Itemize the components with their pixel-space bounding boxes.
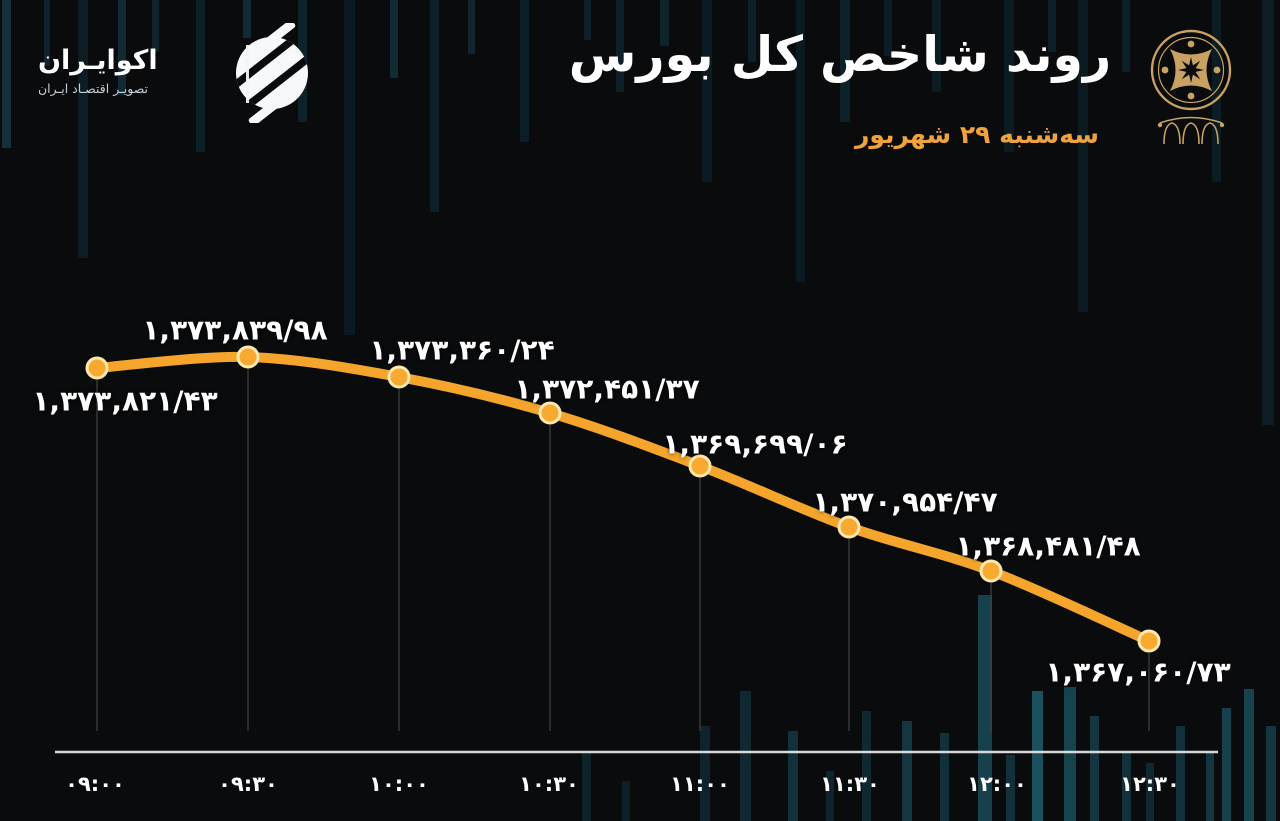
bottom-rising-bars — [582, 595, 1276, 821]
data-point-marker — [538, 401, 562, 425]
x-axis-tick-label: ۱۰:۳۰ — [519, 772, 579, 796]
data-point-marker — [1137, 629, 1161, 653]
brand-text: اکوایـران تصویـر اقتصـاد ایـران — [38, 45, 208, 96]
brand-divider — [246, 45, 249, 103]
data-point-value-label: ۱,۳۷۳,۸۳۹/۹۸ — [142, 313, 328, 347]
x-axis-tick-label: ۱۱:۰۰ — [670, 772, 730, 796]
ecoiran-logo-icon — [226, 23, 316, 123]
data-point-value-label: ۱,۳۷۳,۳۶۰/۲۴ — [369, 333, 555, 367]
x-axis-tick-label: ۱۲:۰۰ — [967, 772, 1027, 796]
droplines — [96, 369, 1150, 731]
data-point-value-label: ۱,۳۶۷,۰۶۰/۷۳ — [1045, 655, 1231, 689]
x-axis-tick-label: ۰۹:۰۰ — [65, 772, 125, 796]
page-subtitle: سه‌شنبه ۲۹ شهریور — [855, 120, 1099, 149]
x-axis-tick-label: ۱۲:۳۰ — [1120, 772, 1180, 796]
x-axis-tick-label: ۰۹:۳۰ — [218, 772, 278, 796]
data-point-value-label: ۱,۳۷۲,۴۵۱/۳۷ — [514, 372, 700, 406]
data-point-value-label: ۱,۳۷۰,۹۵۴/۴۷ — [812, 485, 998, 519]
data-point-value-label: ۱,۳۶۸,۴۸۱/۴۸ — [955, 529, 1141, 563]
brand-tagline: تصویـر اقتصـاد ایـران — [38, 81, 149, 97]
data-point-marker — [387, 365, 411, 389]
data-point-marker — [979, 559, 1003, 583]
data-point-value-label: ۱,۳۶۹,۶۹۹/۰۶ — [662, 427, 848, 461]
data-point-marker — [837, 515, 861, 539]
data-point-marker — [688, 454, 712, 478]
data-point-markers — [85, 345, 1161, 653]
data-point-value-label: ۱,۳۷۳,۸۲۱/۴۳ — [32, 384, 218, 418]
data-point-marker — [236, 345, 260, 369]
page-title: روند شاخص کل بورس — [568, 26, 1112, 83]
x-axis-tick-label: ۱۰:۰۰ — [369, 772, 429, 796]
ecoiran-brand: اکوایـران تصویـر اقتصـاد ایـران — [30, 20, 330, 130]
data-point-marker — [85, 356, 109, 380]
bourse-emblem-icon — [1150, 29, 1232, 145]
brand-name: اکوایـران — [38, 45, 158, 76]
x-axis-tick-label: ۱۱:۳۰ — [820, 772, 880, 796]
